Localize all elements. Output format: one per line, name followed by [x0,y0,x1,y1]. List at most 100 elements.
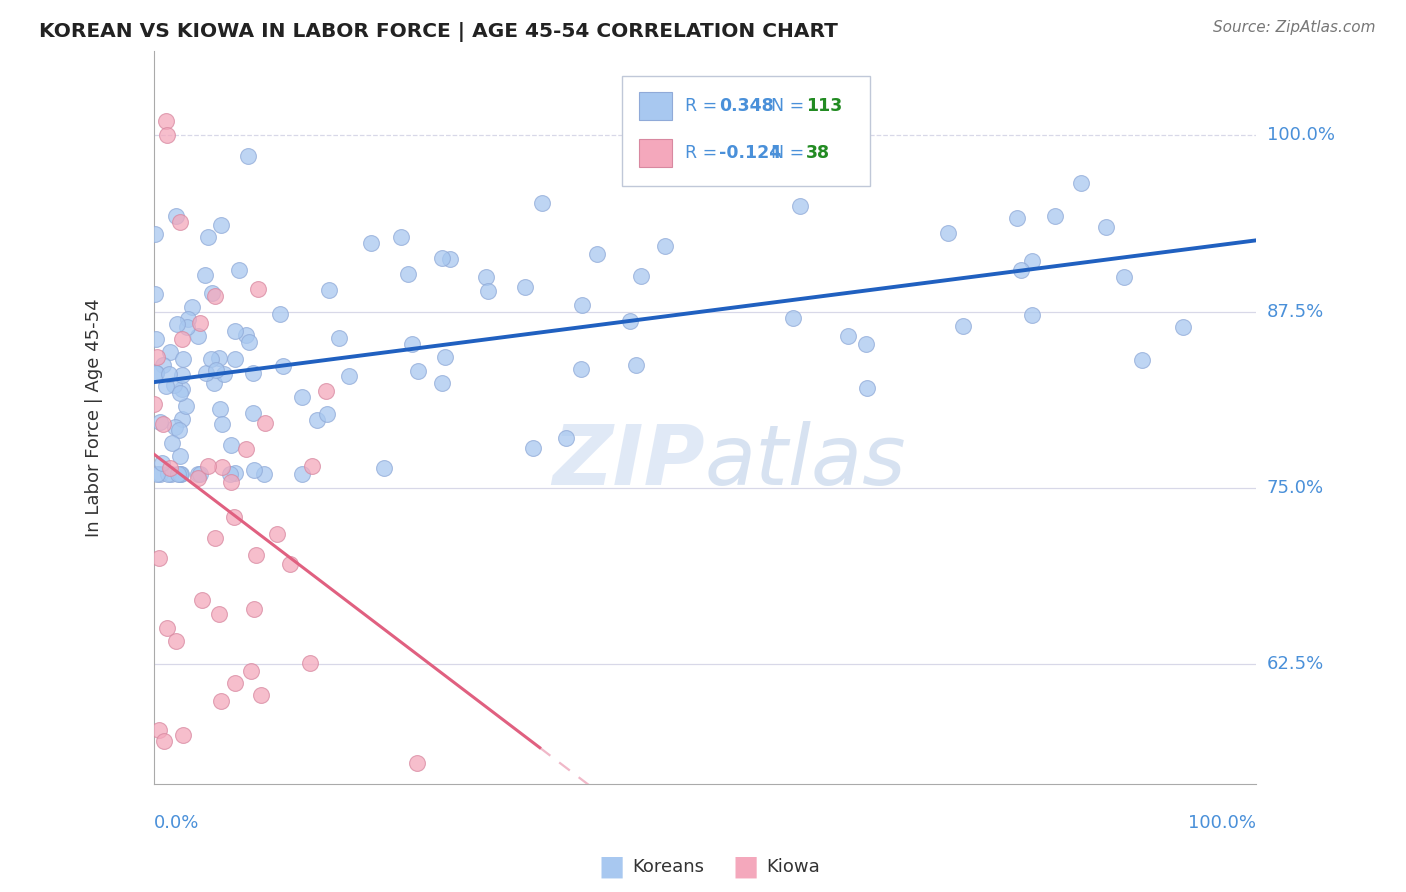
Point [269,307,291,321]
Point [624,358,647,372]
Point [253,467,276,481]
Point [155,114,177,128]
Point [328,331,350,345]
Point [855,336,877,351]
Text: ■: ■ [733,853,758,881]
Point [246,282,269,296]
Point [1043,209,1066,223]
Point [291,467,314,481]
Point [159,345,181,359]
Point [224,467,246,481]
Point [152,417,174,431]
Point [278,557,301,571]
Point [146,351,169,365]
Point [157,467,180,481]
Text: 87.5%: 87.5% [1267,302,1324,320]
Point [145,332,167,346]
Point [222,510,245,524]
Point [586,247,609,261]
Point [212,367,235,381]
Point [315,384,337,399]
Point [172,351,194,366]
Point [187,467,209,481]
Point [1021,253,1043,268]
Point [156,622,179,636]
Point [439,252,461,266]
Point [515,279,537,293]
Point [430,376,453,390]
Point [224,676,246,690]
Point [396,267,419,281]
FancyBboxPatch shape [638,92,672,120]
Point [177,312,200,326]
Point [163,378,186,392]
Point [219,475,242,489]
Text: N =: N = [770,96,810,115]
Point [250,688,273,702]
Point [200,352,222,367]
Point [187,471,209,485]
Point [228,263,250,277]
Point [188,316,211,330]
Point [337,369,360,384]
Point [169,449,191,463]
Point [205,362,228,376]
Point [654,238,676,252]
Point [172,332,194,346]
Text: KOREAN VS KIOWA IN LABOR FORCE | AGE 45-54 CORRELATION CHART: KOREAN VS KIOWA IN LABOR FORCE | AGE 45-… [39,22,838,42]
Point [208,351,231,366]
Point [197,229,219,244]
Point [224,324,246,338]
Point [477,285,499,299]
Point [166,317,188,331]
Point [318,283,340,297]
Point [406,364,429,378]
Text: 113: 113 [806,96,842,115]
Point [187,329,209,343]
Point [406,756,429,770]
Point [167,423,190,437]
Point [211,417,233,432]
Point [389,230,412,244]
Point [172,728,194,742]
Point [242,366,264,380]
Point [169,467,191,481]
Point [434,350,457,364]
Point [254,417,277,431]
Point [271,359,294,373]
Point [211,459,233,474]
Point [145,366,167,380]
Point [301,458,323,473]
Point [194,268,217,282]
Point [152,358,174,372]
Point [224,351,246,366]
Point [170,411,193,425]
Point [165,419,187,434]
Point [789,199,811,213]
Point [243,463,266,477]
Text: Koreans: Koreans [633,858,704,876]
Point [160,467,183,481]
Text: Source: ZipAtlas.com: Source: ZipAtlas.com [1212,20,1375,35]
Point [152,734,174,748]
Text: R =: R = [685,145,723,162]
Point [401,336,423,351]
Point [162,436,184,450]
Point [837,329,859,343]
Point [530,195,553,210]
Text: 0.348: 0.348 [720,96,775,115]
Point [143,227,166,241]
Point [170,382,193,396]
Point [165,209,187,223]
Point [221,438,243,452]
Point [143,397,166,411]
Point [188,467,211,481]
Point [1070,176,1092,190]
Point [169,385,191,400]
Point [143,287,166,301]
Point [146,467,169,481]
Point [569,362,592,376]
Point [1173,319,1195,334]
Point [373,461,395,475]
Text: 100.0%: 100.0% [1188,814,1256,832]
